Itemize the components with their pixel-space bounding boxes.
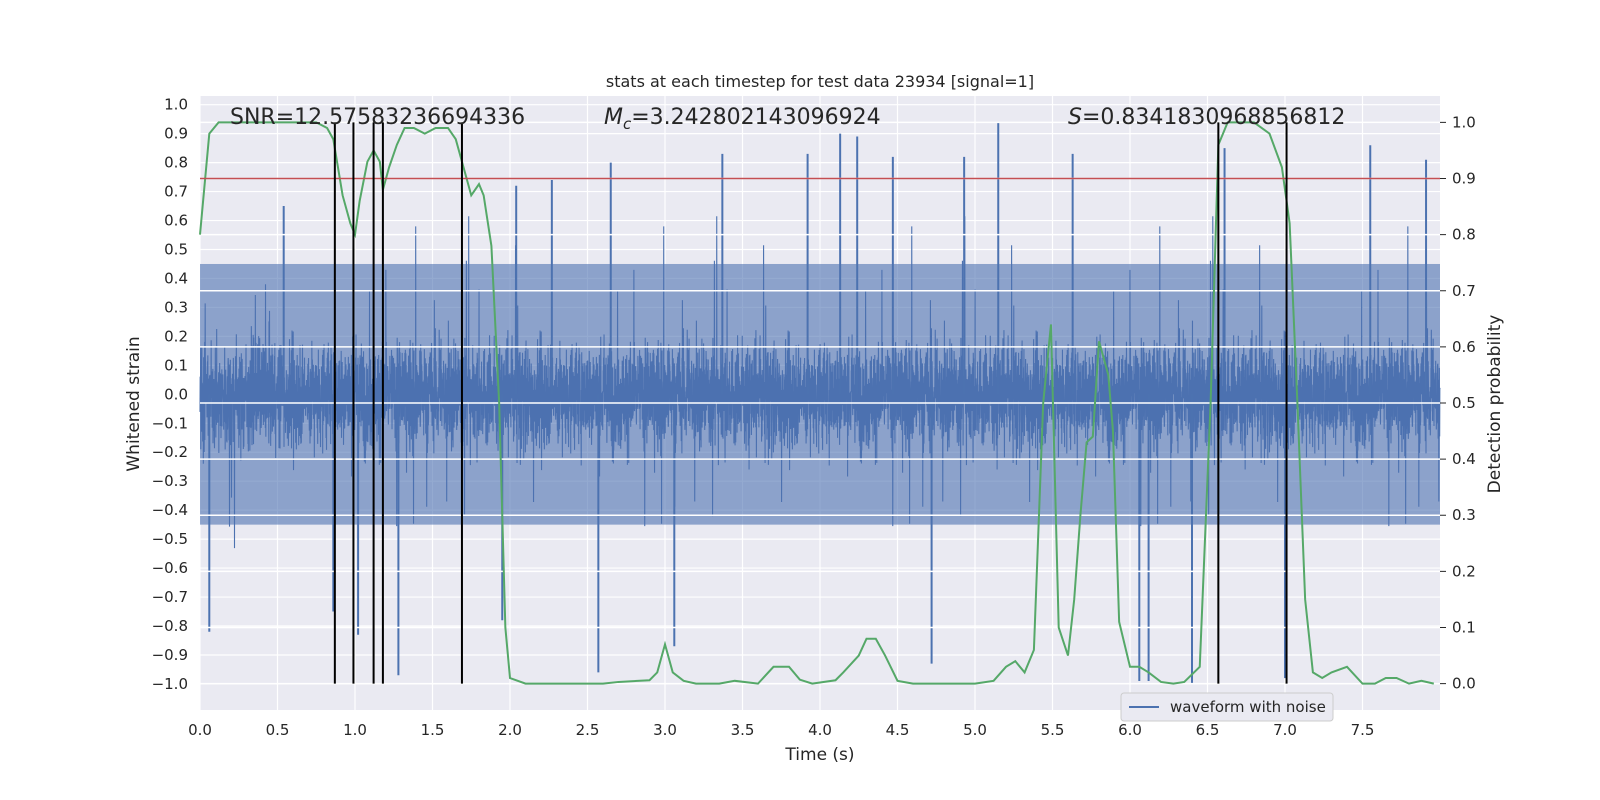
y-left-tick-label-11: −0.1 [152, 414, 188, 432]
mc-symbol: M [604, 105, 623, 130]
y-left-tick-label-13: −0.3 [152, 472, 188, 490]
s-symbol: S [1068, 105, 1082, 130]
detection-lines [333, 122, 1288, 684]
snr-annotation: SNR=12.57583236694336 [230, 105, 525, 130]
y-right-tick-label-3: 0.7 [1452, 282, 1476, 300]
y-left-tick-label-19: −0.9 [152, 646, 188, 664]
y-left-tick-label-4: 0.6 [164, 212, 188, 230]
legend: waveform with noise [1120, 692, 1334, 722]
x-tick-label-4: 2.0 [498, 721, 522, 739]
x-tick-label-13: 6.5 [1196, 721, 1220, 739]
y-left-tick-label-2: 0.8 [164, 154, 188, 172]
y-right-tick-label-10: 0.0 [1452, 675, 1476, 693]
waveform-series [199, 121, 1441, 685]
y-left-tick-label-15: −0.5 [152, 530, 188, 548]
y-left-tick-label-3: 0.7 [164, 183, 188, 201]
chart-title: stats at each timestep for test data 239… [606, 72, 1034, 91]
waveform-envelope [200, 263, 1440, 525]
x-tick-label-15: 7.5 [1351, 721, 1375, 739]
y-right-tick-label-7: 0.3 [1452, 506, 1476, 524]
y-left-tick-label-6: 0.4 [164, 269, 188, 287]
y-left-tick-label-1: 0.9 [164, 125, 188, 143]
y-right-tick-label-4: 0.6 [1452, 338, 1476, 356]
y-left-tick-label-10: 0.0 [164, 385, 188, 403]
y-left-tick-label-0: 1.0 [164, 96, 188, 114]
x-tick-label-6: 3.0 [653, 721, 677, 739]
y-right-tick-label-8: 0.2 [1452, 562, 1476, 580]
x-tick-label-10: 5.0 [963, 721, 987, 739]
mc-value: =3.242802143096924 [631, 105, 880, 130]
y-right-tick-label-5: 0.5 [1452, 394, 1476, 412]
x-tick-label-11: 5.5 [1041, 721, 1065, 739]
x-tick-label-14: 7.0 [1273, 721, 1297, 739]
y-left-tick-label-5: 0.5 [164, 241, 188, 259]
y-left-tick-label-17: −0.7 [152, 588, 188, 606]
y-left-tick-label-16: −0.6 [152, 559, 188, 577]
y-left-tick-label-8: 0.2 [164, 327, 188, 345]
y-left-axis-ticks: 1.0 0.9 0.8 0.7 0.6 0.5 0.4 0.3 0.2 0.1 0.0 −0.1 −0.… [152, 96, 188, 693]
x-tick-label-2: 1.0 [343, 721, 367, 739]
legend-box [1120, 692, 1334, 722]
s-value: =0.8341830968856812 [1082, 105, 1345, 130]
y-left-tick-label-20: −1.0 [152, 675, 188, 693]
x-tick-label-9: 4.5 [886, 721, 910, 739]
y-right-tick-label-9: 0.1 [1452, 618, 1476, 636]
x-tick-label-8: 4.0 [808, 721, 832, 739]
y-left-axis-label: Whitened strain [124, 336, 144, 471]
y-left-tick-label-7: 0.3 [164, 298, 188, 316]
legend-label: waveform with noise [1170, 698, 1326, 716]
x-axis-label: Time (s) [784, 745, 854, 765]
x-tick-label-7: 3.5 [731, 721, 755, 739]
x-tick-label-1: 0.5 [266, 721, 290, 739]
y-left-tick-label-9: 0.1 [164, 356, 188, 374]
y-right-tick-label-2: 0.8 [1452, 226, 1476, 244]
mc-subscript: c [623, 115, 632, 133]
y-right-tick-label-6: 0.4 [1452, 450, 1476, 468]
x-tick-label-3: 1.5 [421, 721, 445, 739]
y-right-axis-label: Detection probability [1485, 315, 1505, 494]
y-left-tick-label-14: −0.4 [152, 501, 188, 519]
x-tick-label-0: 0.0 [188, 721, 212, 739]
x-tick-label-5: 2.5 [576, 721, 600, 739]
x-tick-label-12: 6.0 [1118, 721, 1142, 739]
x-axis-ticks: 0.0 0.5 1.0 1.5 2.0 2.5 3.0 3.5 4.0 4.5 5.0 5.5 6.0 6… [188, 721, 1374, 739]
y-right-tick-label-1: 0.9 [1452, 170, 1476, 188]
y-left-tick-label-18: −0.8 [152, 617, 188, 635]
y-right-axis-ticks: 1.0 0.9 0.8 0.7 0.6 0.5 0.4 0.3 0.2 0.1 0.0 [1440, 113, 1476, 693]
y-left-tick-label-12: −0.2 [152, 443, 188, 461]
mc-annotation: Mc=3.242802143096924 [604, 105, 881, 133]
s-annotation: S=0.8341830968856812 [1068, 105, 1345, 130]
y-right-tick-label-0: 1.0 [1452, 113, 1476, 131]
